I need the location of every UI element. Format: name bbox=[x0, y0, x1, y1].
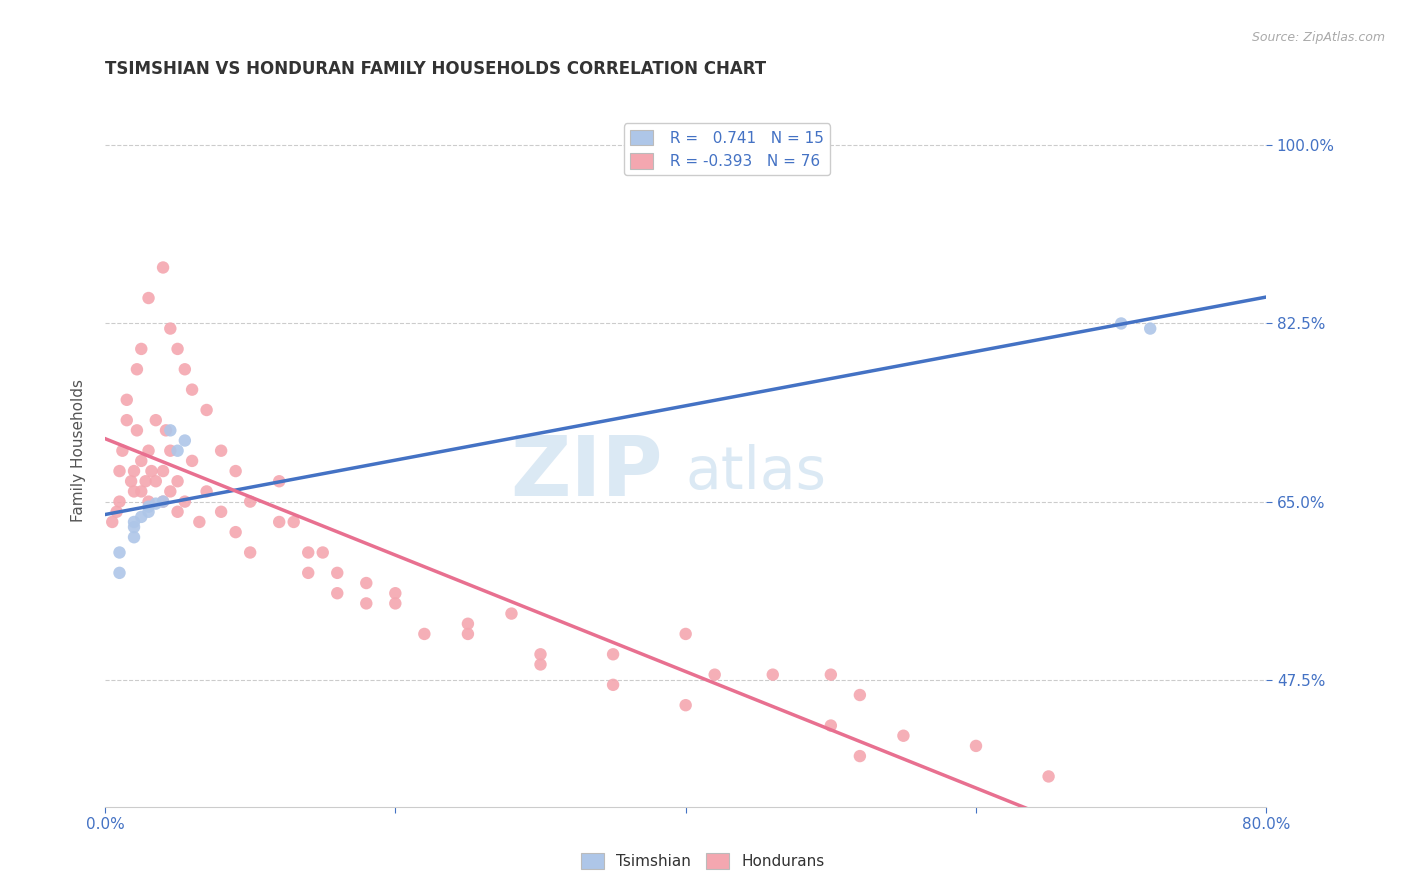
Point bbox=[356, 576, 378, 591]
Point bbox=[225, 464, 247, 478]
Point bbox=[138, 291, 160, 305]
Point bbox=[675, 627, 697, 641]
Text: ZIP: ZIP bbox=[510, 432, 662, 513]
Point bbox=[138, 500, 160, 514]
Point bbox=[457, 627, 479, 641]
Point bbox=[762, 667, 785, 681]
Point bbox=[125, 423, 148, 437]
Text: TSIMSHIAN VS HONDURAN FAMILY HOUSEHOLDS CORRELATION CHART: TSIMSHIAN VS HONDURAN FAMILY HOUSEHOLDS … bbox=[105, 60, 766, 78]
Point bbox=[209, 505, 232, 519]
Point bbox=[501, 607, 523, 621]
Point bbox=[413, 627, 436, 641]
Point bbox=[195, 484, 218, 499]
Point bbox=[152, 494, 174, 508]
Point bbox=[145, 413, 167, 427]
Point bbox=[965, 739, 987, 753]
Legend:  R =   0.741   N = 15,  R = -0.393   N = 76: R = 0.741 N = 15, R = -0.393 N = 76 bbox=[624, 123, 830, 176]
Point bbox=[105, 505, 128, 519]
Point bbox=[138, 505, 160, 519]
Point bbox=[173, 494, 195, 508]
Point bbox=[159, 321, 181, 335]
Point bbox=[115, 392, 138, 407]
Point bbox=[138, 443, 160, 458]
Point bbox=[1038, 769, 1060, 783]
Point bbox=[326, 566, 349, 580]
Point bbox=[239, 494, 262, 508]
Point bbox=[269, 515, 291, 529]
Point bbox=[101, 515, 124, 529]
Point bbox=[529, 657, 551, 672]
Point bbox=[820, 667, 842, 681]
Point bbox=[173, 362, 195, 376]
Point bbox=[122, 530, 145, 544]
Text: atlas: atlas bbox=[686, 443, 827, 500]
Point bbox=[145, 497, 167, 511]
Point bbox=[159, 484, 181, 499]
Point bbox=[849, 749, 872, 764]
Point bbox=[152, 464, 174, 478]
Point bbox=[120, 475, 142, 489]
Point bbox=[159, 423, 181, 437]
Point bbox=[152, 260, 174, 275]
Point bbox=[166, 505, 188, 519]
Point bbox=[122, 484, 145, 499]
Point bbox=[138, 494, 160, 508]
Point bbox=[529, 648, 551, 662]
Point bbox=[297, 566, 319, 580]
Point bbox=[135, 475, 157, 489]
Point bbox=[1139, 321, 1161, 335]
Point bbox=[122, 464, 145, 478]
Point bbox=[326, 586, 349, 600]
Point bbox=[384, 586, 406, 600]
Point bbox=[675, 698, 697, 713]
Text: Source: ZipAtlas.com: Source: ZipAtlas.com bbox=[1251, 31, 1385, 45]
Point bbox=[209, 443, 232, 458]
Point bbox=[108, 464, 131, 478]
Point bbox=[108, 566, 131, 580]
Legend: Tsimshian, Hondurans: Tsimshian, Hondurans bbox=[575, 847, 831, 875]
Point bbox=[384, 596, 406, 610]
Point bbox=[703, 667, 725, 681]
Point bbox=[225, 525, 247, 540]
Point bbox=[166, 342, 188, 356]
Point bbox=[166, 443, 188, 458]
Point bbox=[181, 454, 204, 468]
Point bbox=[356, 596, 378, 610]
Point bbox=[602, 648, 624, 662]
Point bbox=[115, 413, 138, 427]
Y-axis label: Family Households: Family Households bbox=[72, 379, 86, 522]
Point bbox=[145, 475, 167, 489]
Point bbox=[129, 342, 152, 356]
Point bbox=[166, 475, 188, 489]
Point bbox=[108, 545, 131, 559]
Point bbox=[312, 545, 335, 559]
Point bbox=[181, 383, 204, 397]
Point bbox=[849, 688, 872, 702]
Point bbox=[111, 443, 134, 458]
Point bbox=[122, 515, 145, 529]
Point bbox=[155, 423, 177, 437]
Point bbox=[893, 729, 915, 743]
Point bbox=[188, 515, 211, 529]
Point bbox=[173, 434, 195, 448]
Point bbox=[1109, 317, 1132, 331]
Point bbox=[195, 403, 218, 417]
Point bbox=[129, 484, 152, 499]
Point bbox=[602, 678, 624, 692]
Point bbox=[820, 718, 842, 732]
Point bbox=[283, 515, 305, 529]
Point bbox=[457, 616, 479, 631]
Point bbox=[129, 509, 152, 524]
Point bbox=[152, 494, 174, 508]
Point bbox=[269, 475, 291, 489]
Point bbox=[159, 443, 181, 458]
Point bbox=[108, 494, 131, 508]
Point bbox=[129, 454, 152, 468]
Point bbox=[125, 362, 148, 376]
Point bbox=[239, 545, 262, 559]
Point bbox=[141, 464, 163, 478]
Point bbox=[297, 545, 319, 559]
Point bbox=[122, 520, 145, 534]
